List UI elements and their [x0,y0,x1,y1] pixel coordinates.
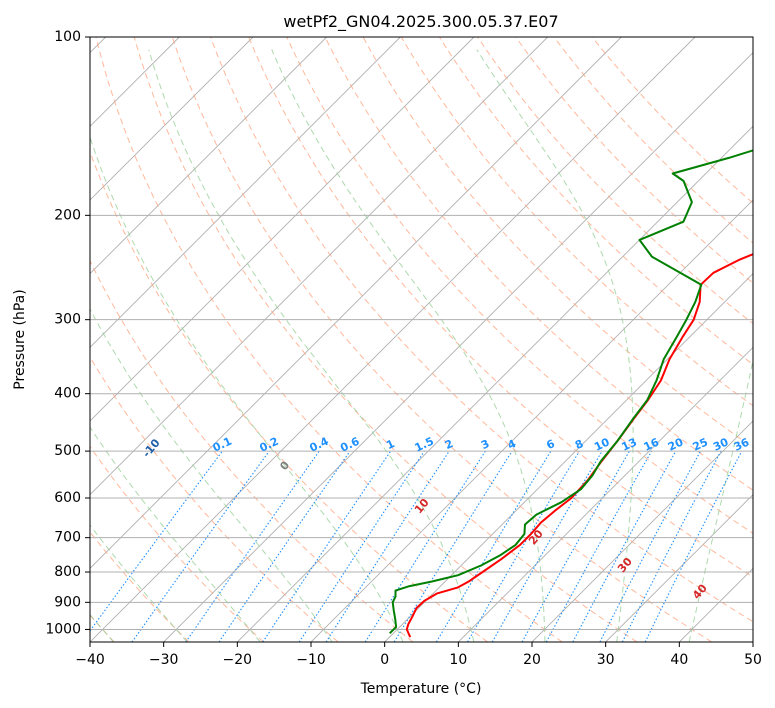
mixing-ratio-line [325,450,450,642]
moist-adiabat-lines [90,49,753,642]
mixing-ratio-line [364,450,486,642]
pressure-gridlines [90,37,753,630]
mixing-ratio-line [218,450,351,642]
isotherm-line [605,494,753,642]
mixing-ratio-line [644,450,743,642]
isotherm-line [90,37,548,496]
x-axis-title: Temperature (°C) [360,681,482,697]
chart-title: wetPf2_GN04.2025.300.05.37.E07 [283,12,558,32]
mixing-ratio-line [572,450,677,642]
mixing-ratio-lines [90,450,743,642]
mixing-ratio-label: 20 [666,435,686,453]
x-tick-label: 0 [380,652,389,668]
mixing-ratio-line [131,450,270,642]
isotherm-line [163,52,753,642]
x-tick-label: −40 [75,652,105,668]
y-tick-label: 300 [54,312,81,328]
x-tick-label: −20 [223,652,253,668]
dry-adiabat-line [90,259,414,642]
y-tick-label: 700 [54,530,81,546]
dry-adiabat-line [324,37,753,491]
mixing-ratio-label: 30 [711,435,731,453]
isotherm-line [237,125,753,642]
x-tick-label: −10 [296,652,326,668]
mixing-ratio-label: 13 [620,436,639,454]
mixing-ratio-line [393,450,513,642]
mixing-ratio-label: 10 [592,435,612,453]
x-axis: −40 −30 −20 −10 0 10 20 30 40 50 [75,642,762,668]
isotherm-line [90,37,475,422]
mixing-ratio-line [90,450,223,632]
moist-adiabat-line [90,135,404,642]
y-tick-label: 800 [54,564,81,580]
moist-adiabat-line [148,49,475,642]
mixing-ratio-label: 36 [732,435,752,453]
x-tick-label: 10 [449,652,467,668]
mixing-ratio-label: 25 [691,436,710,454]
mixing-ratio-line [521,450,630,642]
isotherm-line [531,420,753,642]
moist-adiabat-line [688,358,753,642]
y-tick-label: 600 [54,490,81,506]
plot-background [90,37,753,642]
mixing-ratio-line [185,450,320,642]
sounding-series [388,149,753,638]
isotherm-line [458,346,753,642]
y-tick-label: 400 [54,386,81,402]
mixing-ratio-line [545,450,653,642]
y-axis: 1000 900 800 700 600 500 400 300 200 100 [45,29,90,637]
x-tick-label: 40 [670,652,688,668]
isotherm-line [90,37,254,201]
dry-adiabat-line [95,37,563,642]
y-axis-title: Pressure (hPa) [12,289,28,389]
plot-frame [89,36,754,643]
moist-adiabat-line [476,49,634,642]
dry-adiabat-lines [90,37,753,642]
moist-adiabat-line [271,49,546,642]
dry-adiabat-line [400,37,753,407]
moist-adiabat-line [90,308,333,642]
y-tick-label: 200 [54,207,81,223]
y-tick-label: 100 [54,29,81,45]
mixing-ratio-line [491,450,603,642]
dry-adiabat-line [90,445,264,642]
dry-adiabat-line [210,37,753,623]
isotherm-line [384,273,753,642]
dry-adiabat-line [477,37,753,325]
mixing-ratio-line [298,450,425,642]
dewpoint-profile-line [388,149,753,635]
dry-adiabat-line [171,37,712,642]
mixing-ratio-label: 16 [642,435,662,453]
dry-adiabat-line [515,37,753,284]
dry-adiabat-line [591,37,753,204]
isotherm-line [90,37,401,348]
mixing-ratio-line [599,450,701,642]
isotherm-line [90,37,327,275]
mixing-ratio-line [621,450,722,642]
mixing-ratio-labels: 0.1 0.2 0.4 0.6 1 1.5 2 3 4 6 8 10 13 16 20 25 30 36 [211,435,752,455]
y-tick-label: 500 [54,443,81,459]
isotherm-line [90,37,696,642]
plot-area: -100-90-80-70-60-50-40-30-20-10 01020304… [90,37,753,642]
isotherm-line [90,37,622,569]
y-tick-label: 900 [54,594,81,610]
moist-adiabat-line [90,426,261,642]
x-tick-label: 50 [744,652,762,668]
dry-adiabat-line [133,37,638,642]
y-tick-label: 1000 [45,621,81,637]
dry-adiabat-line [362,37,753,449]
x-tick-label: 30 [597,652,615,668]
x-tick-label: −30 [149,652,179,668]
x-tick-label: 20 [523,652,541,668]
dry-adiabat-line [248,37,753,578]
